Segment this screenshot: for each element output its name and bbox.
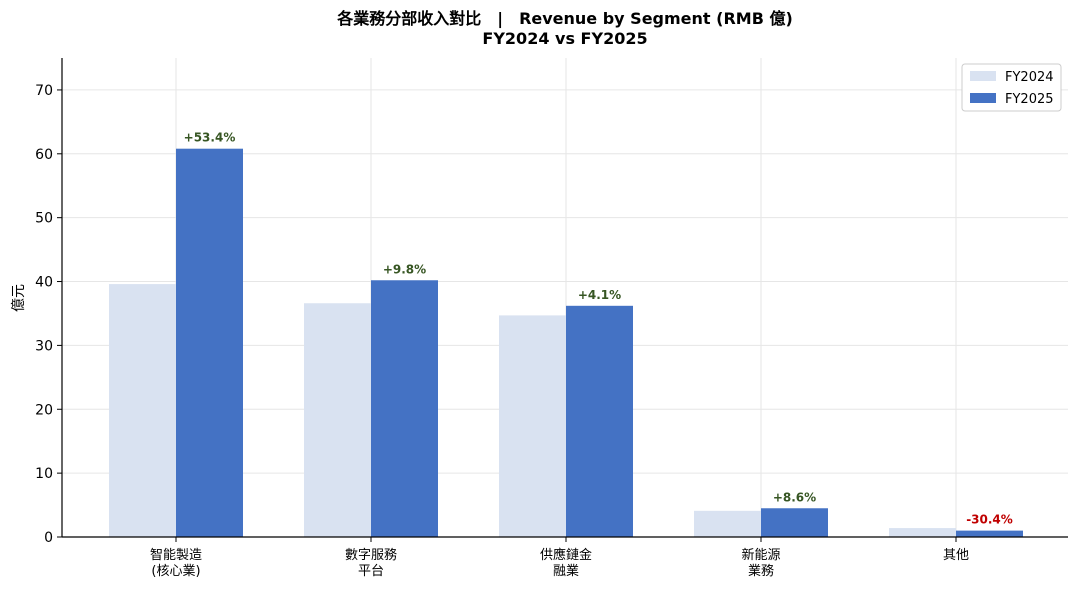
growth-label-3: +8.6% [773,490,816,504]
x-tick-label: 平台 [358,564,384,579]
growth-label-0: +53.4% [184,131,236,145]
legend-label-fy2025: FY2025 [1005,92,1054,107]
legend-label-fy2024: FY2024 [1005,70,1054,85]
legend-swatch-fy2025 [970,93,996,103]
y-tick-label: 70 [35,83,53,99]
y-tick-label: 10 [35,466,53,482]
legend-swatch-fy2024 [970,71,996,81]
bar-fy2024-3 [694,510,761,537]
x-tick-label: 供應鏈金 [540,547,592,563]
y-axis-label: 億元 [11,284,27,312]
x-tick-label: 業務 [748,563,774,579]
x-tick-label: 其他 [943,548,969,563]
growth-label-2: +4.1% [578,288,621,302]
y-tick-label: 30 [35,338,53,354]
bar-fy2025-1 [371,280,438,537]
bar-fy2024-4 [889,528,956,537]
x-tick-label: 新能源 [741,547,780,563]
growth-label-1: +9.8% [383,262,426,276]
x-tick-label: (核心業) [151,563,200,579]
bar-fy2024-1 [304,303,371,537]
x-tick-label: 融業 [553,563,579,579]
chart-subtitle: FY2024 vs FY2025 [482,29,647,48]
bar-fy2025-3 [761,508,828,537]
x-tick-label: 智能製造 [150,548,202,563]
growth-label-4: -30.4% [966,513,1013,527]
bar-fy2025-2 [566,305,633,537]
bar-fy2025-4 [956,530,1023,537]
bar-fy2024-2 [499,315,566,537]
y-tick-label: 20 [35,402,53,418]
plot-area: +53.4% +9.8% +4.1% +8.6% -30.4% 0 10 20 30 40 50 60… [35,58,1068,579]
bar-fy2025-0 [176,148,243,537]
x-tick-label: 數字服務 [345,548,397,563]
y-tick-label: 60 [35,147,53,163]
chart-title: 各業務分部收入對比 | Revenue by Segment (RMB 億) [336,9,793,29]
bar-fy2024-0 [109,284,176,537]
y-tick-label: 40 [35,275,53,291]
y-tick-label: 0 [44,530,53,546]
y-tick-label: 50 [35,211,53,227]
